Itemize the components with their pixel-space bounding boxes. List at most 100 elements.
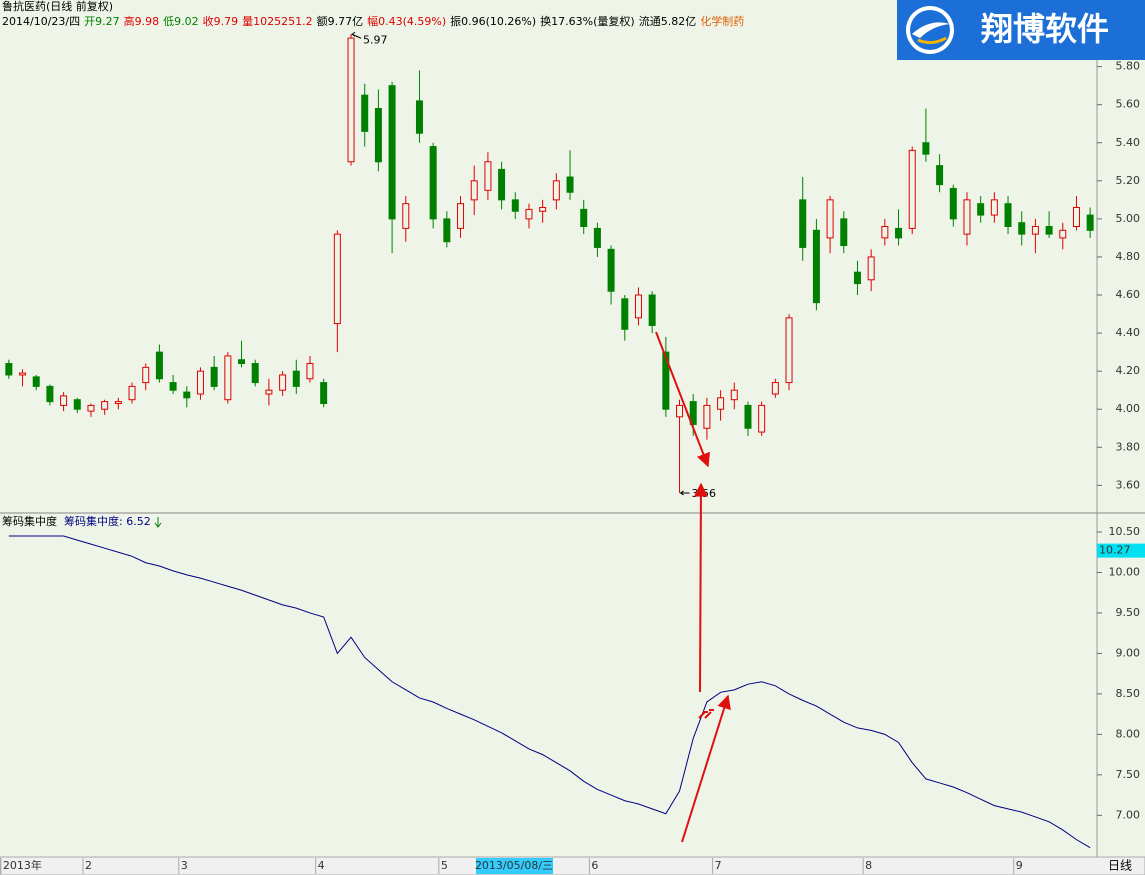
candle-body bbox=[1004, 203, 1012, 227]
y-tick-label: 5.60 bbox=[1116, 98, 1141, 111]
indicator-line bbox=[8, 535, 1091, 849]
candle-body bbox=[470, 180, 478, 201]
candle-body bbox=[936, 165, 944, 186]
annotation-arrows bbox=[655, 331, 731, 843]
x-tick-label: 8 bbox=[865, 859, 872, 872]
candle-body bbox=[183, 391, 191, 399]
candle-body bbox=[812, 229, 820, 304]
candle-body bbox=[648, 294, 656, 326]
y-tick-label: 5.20 bbox=[1116, 174, 1141, 187]
info-item: 低9.02 bbox=[163, 15, 199, 28]
candle-body bbox=[87, 404, 95, 412]
stock-info: 2014/10/23/四 开9.27 高9.98 低9.02 收9.79 量1025251… bbox=[2, 14, 744, 28]
candle-body bbox=[511, 199, 519, 212]
candle-body bbox=[580, 208, 588, 227]
candle-body bbox=[758, 404, 766, 433]
y-tick-label: 5.00 bbox=[1116, 212, 1141, 225]
candle-body bbox=[142, 366, 150, 384]
info-item: 振0.96(10.26%) bbox=[450, 14, 536, 28]
candle-body bbox=[908, 149, 916, 229]
candle-body bbox=[566, 176, 574, 193]
candle-body bbox=[60, 395, 68, 406]
candle-body bbox=[251, 363, 259, 384]
candle-body bbox=[46, 385, 54, 403]
cursor-date: 2013/05/08/三 bbox=[475, 859, 553, 872]
candle-body bbox=[1018, 222, 1026, 235]
y-tick-label: 3.60 bbox=[1116, 478, 1141, 491]
candle-body bbox=[840, 218, 848, 247]
candle-body bbox=[662, 351, 670, 410]
max-pointer bbox=[351, 31, 362, 39]
x-tick-label: 4 bbox=[318, 859, 325, 872]
candle-body bbox=[1086, 214, 1094, 231]
candle-body bbox=[552, 180, 560, 201]
candle-body bbox=[922, 142, 930, 155]
candle-body bbox=[977, 203, 985, 216]
y-tick-label: 10.00 bbox=[1109, 565, 1141, 578]
y-tick-label: 5.80 bbox=[1116, 60, 1141, 73]
candle-body bbox=[320, 382, 328, 405]
candle-body bbox=[292, 370, 300, 387]
y-tick-label: 4.60 bbox=[1116, 288, 1141, 301]
candle-body bbox=[1072, 206, 1080, 227]
candle-body bbox=[799, 199, 807, 248]
candle-body bbox=[402, 203, 410, 229]
y-tick-label: 4.00 bbox=[1116, 402, 1141, 415]
x-tick-label: 9 bbox=[1016, 859, 1023, 872]
candle-body bbox=[689, 401, 697, 425]
candle-body bbox=[771, 382, 779, 395]
candle-body bbox=[949, 187, 957, 220]
x-tick-label: 2013年 bbox=[3, 858, 42, 872]
y-tick-label: 7.50 bbox=[1116, 768, 1141, 781]
info-item: 流通5.82亿 bbox=[639, 14, 697, 28]
candle-body bbox=[853, 271, 861, 285]
candle-body bbox=[374, 107, 382, 163]
candle-body bbox=[388, 85, 396, 220]
candle-body bbox=[196, 370, 204, 395]
info-item: 高9.98 bbox=[124, 14, 160, 28]
candle-body bbox=[347, 37, 355, 163]
candle-body bbox=[443, 218, 451, 243]
candle-body bbox=[224, 355, 232, 401]
logo-swoosh2 bbox=[917, 36, 947, 45]
candle-body bbox=[607, 248, 615, 292]
info-item: 额9.77亿 bbox=[317, 15, 364, 28]
y-tick-label: 7.00 bbox=[1116, 808, 1141, 821]
info-item: 量1025251.2 bbox=[242, 15, 313, 28]
logo-swoosh bbox=[912, 22, 950, 38]
min-label: 3.56 bbox=[692, 487, 717, 500]
candle-body bbox=[415, 100, 423, 134]
candle-body bbox=[333, 233, 341, 325]
cursor-date-box bbox=[476, 858, 553, 874]
info-item: 幅0.43(4.59%) bbox=[367, 15, 446, 28]
candle-body bbox=[101, 401, 109, 410]
candle-body bbox=[525, 208, 533, 220]
candle-body bbox=[361, 94, 369, 132]
info-item: 换17.63%(量复权) bbox=[540, 14, 635, 28]
candle-body bbox=[634, 294, 642, 319]
candle-body bbox=[238, 359, 246, 365]
candle-body bbox=[867, 256, 875, 281]
candle-body bbox=[1031, 225, 1039, 235]
y-tick-label: 5.40 bbox=[1116, 136, 1141, 149]
down-arrow-icon bbox=[154, 517, 162, 528]
candle-body bbox=[621, 298, 629, 330]
y-tick-label: 4.80 bbox=[1116, 250, 1141, 263]
y-tick-label: 3.80 bbox=[1116, 440, 1141, 453]
candle-body bbox=[73, 399, 81, 410]
candle-body bbox=[169, 382, 177, 391]
candle-body bbox=[1045, 225, 1053, 235]
candle-body bbox=[990, 199, 998, 216]
min-pointer bbox=[679, 490, 690, 496]
candle-body bbox=[744, 404, 752, 429]
y-tick-label: 4.40 bbox=[1116, 326, 1141, 339]
candle-body bbox=[128, 385, 136, 401]
candle-body bbox=[881, 225, 889, 239]
x-axis-bar bbox=[0, 856, 1145, 875]
candle-body bbox=[429, 146, 437, 220]
y-tick-label: 4.20 bbox=[1116, 364, 1141, 377]
candle-body bbox=[1059, 229, 1067, 239]
